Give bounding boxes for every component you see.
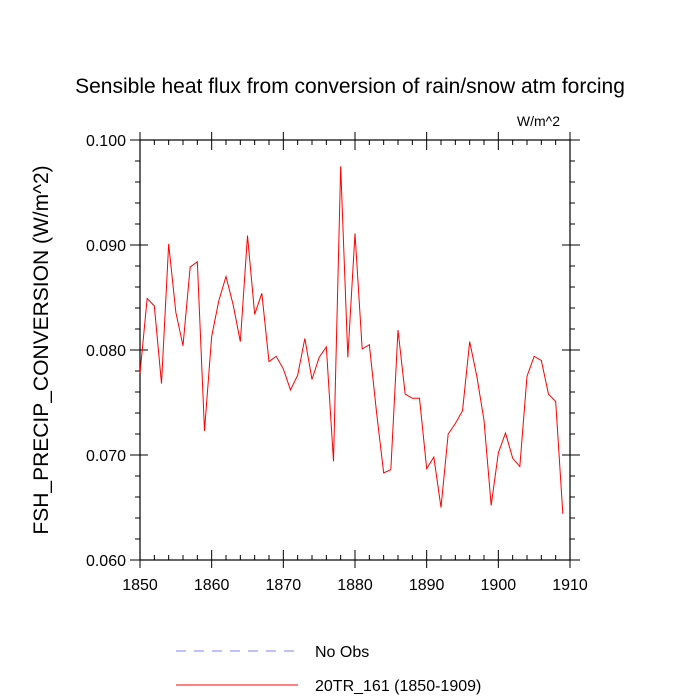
y-tick-label: 0.060	[86, 553, 126, 570]
units-label: W/m^2	[517, 113, 560, 129]
chart-title: Sensible heat flux from conversion of ra…	[75, 75, 625, 98]
x-tick-labels: 1850 1860 1870 1880 1890 1900 1910	[122, 577, 588, 594]
plot-frame	[139, 139, 571, 561]
minor-ticks	[135, 140, 575, 560]
y-tick-label: 0.070	[86, 448, 126, 465]
legend-label-20tr-161: 20TR_161 (1850-1909)	[315, 678, 481, 695]
major-ticks	[130, 132, 580, 568]
legend: No Obs 20TR_161 (1850-1909)	[176, 644, 481, 695]
y-axis-label: FSH_PRECIP_CONVERSION (W/m^2)	[30, 165, 53, 534]
x-tick-label: 1890	[409, 577, 445, 594]
series-line-1	[139, 166, 564, 514]
x-tick-label: 1900	[481, 577, 517, 594]
x-tick-label: 1860	[194, 577, 230, 594]
series-lines	[139, 166, 564, 514]
y-tick-label: 0.100	[86, 133, 126, 150]
x-tick-label: 1880	[337, 577, 373, 594]
y-tick-labels: 0.060 0.070 0.080 0.090 0.100	[86, 133, 126, 570]
legend-label-no-obs: No Obs	[315, 644, 369, 661]
x-tick-label: 1910	[552, 577, 588, 594]
y-tick-label: 0.090	[86, 238, 126, 255]
x-tick-label: 1870	[266, 577, 302, 594]
x-tick-label: 1850	[122, 577, 158, 594]
y-tick-label: 0.080	[86, 343, 126, 360]
